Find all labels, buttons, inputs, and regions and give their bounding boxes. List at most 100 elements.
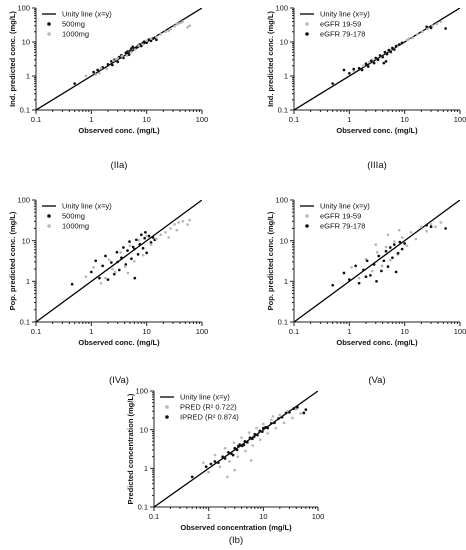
data-point-series-1 <box>280 415 284 419</box>
data-point-series-1 <box>253 432 257 436</box>
data-point-series-1 <box>167 236 171 239</box>
data-point-series-1 <box>188 24 192 28</box>
y-axis-title: Predicted concentration (mg/L) <box>126 393 135 504</box>
data-point-series-1 <box>223 457 227 460</box>
data-point-series-1 <box>347 71 351 75</box>
data-point-series-1 <box>388 246 392 249</box>
legend-swatch-series-0 <box>305 22 309 26</box>
data-point-series-0 <box>155 38 158 42</box>
data-point-series-0 <box>251 444 255 447</box>
data-point-series-0 <box>350 266 353 269</box>
data-point-series-1 <box>137 238 141 242</box>
data-point-series-0 <box>282 421 286 425</box>
x-tick-label: 0.1 <box>31 115 41 124</box>
data-point-series-0 <box>407 37 411 40</box>
data-point-series-1 <box>396 251 400 255</box>
y-tick-label: 0.1 <box>20 106 30 115</box>
data-point-series-0 <box>106 278 110 282</box>
data-point-series-1 <box>370 59 373 63</box>
data-point-series-1 <box>429 26 433 30</box>
data-point-series-1 <box>204 465 208 469</box>
data-point-series-0 <box>122 246 125 249</box>
data-point-series-1 <box>444 227 447 230</box>
x-tick-label: 10 <box>400 327 408 336</box>
data-point-series-1 <box>175 23 179 26</box>
data-point-series-0 <box>233 468 237 472</box>
data-point-series-1 <box>360 68 364 72</box>
data-point-series-1 <box>394 270 398 274</box>
x-tick-label: 100 <box>196 327 209 336</box>
data-point-series-1 <box>94 73 98 76</box>
data-point-series-1 <box>392 48 396 51</box>
x-axis-title: Observed conc. (mg/L) <box>336 126 418 135</box>
data-point-series-0 <box>134 238 138 242</box>
plot-area <box>36 8 202 110</box>
data-point-series-1 <box>400 41 404 45</box>
data-point-series-0 <box>126 249 129 252</box>
data-point-series-1 <box>245 440 249 444</box>
data-point-series-1 <box>84 74 88 78</box>
legend-swatch-series-1 <box>47 224 51 228</box>
data-point-series-0 <box>144 231 147 234</box>
data-point-series-1 <box>169 227 172 230</box>
y-tick-label: 1 <box>26 72 30 81</box>
data-point-series-0 <box>202 461 205 465</box>
data-point-series-0 <box>435 22 439 26</box>
data-point-series-1 <box>304 408 308 411</box>
plot-area <box>36 200 202 322</box>
data-point-series-1 <box>366 65 370 68</box>
data-point-series-1 <box>429 225 433 229</box>
data-point-series-0 <box>70 282 74 286</box>
data-point-series-0 <box>247 431 251 434</box>
data-point-series-1 <box>347 278 351 282</box>
x-tick-label: 1 <box>207 512 211 521</box>
data-point-series-1 <box>111 267 114 271</box>
data-point-series-1 <box>391 256 394 260</box>
legend-label: 500mg <box>62 212 85 221</box>
data-point-series-0 <box>397 228 401 232</box>
data-point-series-1 <box>365 259 369 263</box>
data-point-series-0 <box>271 415 275 418</box>
panel-caption: (Va) <box>368 375 385 386</box>
x-tick-label: 10 <box>142 115 150 124</box>
data-point-series-1 <box>233 446 237 450</box>
data-point-series-1 <box>209 462 213 466</box>
y-tick-label: 100 <box>275 4 288 13</box>
data-point-series-0 <box>278 413 282 417</box>
data-point-series-1 <box>243 439 247 443</box>
data-point-series-1 <box>159 32 163 36</box>
legend-swatch-series-0 <box>47 22 51 26</box>
data-point-series-1 <box>302 411 306 415</box>
data-point-series-0 <box>139 233 143 237</box>
data-point-series-0 <box>138 242 142 246</box>
data-point-series-1 <box>164 231 167 234</box>
data-point-series-1 <box>384 249 388 253</box>
x-tick-label: 100 <box>454 115 466 124</box>
data-point-series-1 <box>364 62 368 66</box>
data-point-series-0 <box>299 412 302 415</box>
data-point-series-0 <box>266 432 270 435</box>
y-tick-label: 10 <box>140 425 148 434</box>
data-point-series-1 <box>403 242 407 245</box>
data-point-series-1 <box>376 58 380 62</box>
data-point-series-1 <box>391 46 394 50</box>
data-point-series-1 <box>386 265 390 268</box>
data-point-series-1 <box>385 52 389 56</box>
data-point-series-1 <box>284 411 288 415</box>
data-point-series-1 <box>186 223 189 226</box>
y-tick-label: 0.1 <box>278 318 288 327</box>
y-tick-label: 10 <box>22 38 30 47</box>
data-point-series-0 <box>236 455 240 459</box>
data-point-series-1 <box>352 67 356 71</box>
x-tick-label: 100 <box>454 327 466 336</box>
data-point-series-0 <box>133 276 137 280</box>
data-point-series-1 <box>425 223 429 227</box>
data-point-series-1 <box>392 243 396 246</box>
data-point-series-1 <box>129 51 133 54</box>
legend-label: 1000mg <box>62 30 89 39</box>
data-point-series-0 <box>96 68 99 72</box>
data-point-series-1 <box>397 43 401 46</box>
data-point-series-1 <box>169 27 172 31</box>
